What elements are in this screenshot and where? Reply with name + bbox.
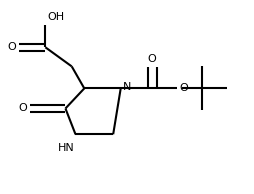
Text: O: O	[148, 54, 156, 64]
Text: N: N	[123, 82, 132, 92]
Text: OH: OH	[48, 12, 65, 23]
Text: O: O	[7, 42, 16, 52]
Text: O: O	[19, 103, 27, 113]
Text: O: O	[179, 83, 188, 93]
Text: HN: HN	[57, 143, 74, 153]
